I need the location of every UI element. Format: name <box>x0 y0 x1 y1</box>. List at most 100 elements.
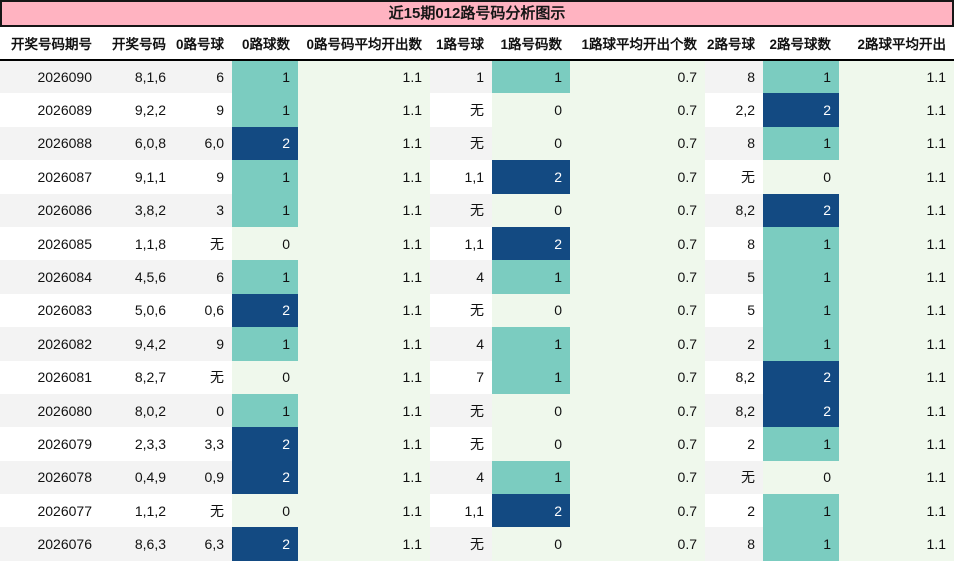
cell-draw-numbers: 5,0,6 <box>100 293 174 328</box>
cell-road0-average: 1.1 <box>298 393 430 428</box>
cell-draw-numbers: 3,8,2 <box>100 193 174 227</box>
cell-road2-count: 1 <box>763 427 839 461</box>
cell-road2-count: 2 <box>763 393 839 428</box>
cell-road2-balls: 5 <box>705 293 763 328</box>
cell-road2-balls: 8 <box>705 226 763 261</box>
cell-road0-count: 0 <box>232 494 298 528</box>
cell-road1-balls: 无 <box>430 527 492 561</box>
cell-road1-average: 0.7 <box>570 393 705 428</box>
cell-road2-count: 1 <box>763 327 839 361</box>
cell-road0-count: 1 <box>232 260 298 294</box>
cell-road2-balls: 8 <box>705 126 763 161</box>
cell-road0-average: 1.1 <box>298 193 430 227</box>
cell-road2-balls: 8 <box>705 60 763 94</box>
cell-road2-average: 1.1 <box>839 260 954 294</box>
cell-road1-count: 1 <box>492 460 570 495</box>
cell-road2-average: 1.1 <box>839 460 954 495</box>
column-header-period: 开奖号码期号 <box>0 27 100 61</box>
cell-road2-average: 1.1 <box>839 327 954 361</box>
cell-road2-count: 1 <box>763 293 839 328</box>
cell-road1-count: 1 <box>492 360 570 394</box>
cell-road1-average: 0.7 <box>570 360 705 394</box>
cell-road2-balls: 8,2 <box>705 393 763 428</box>
cell-road2-average: 1.1 <box>839 527 954 561</box>
cell-period: 2026081 <box>0 360 100 394</box>
cell-road0-average: 1.1 <box>298 60 430 94</box>
cell-road1-balls: 1,1 <box>430 226 492 261</box>
cell-period: 2026077 <box>0 494 100 528</box>
cell-road0-average: 1.1 <box>298 126 430 161</box>
cell-road2-average: 1.1 <box>839 293 954 328</box>
cell-road1-balls: 1 <box>430 60 492 94</box>
cell-road0-balls: 6 <box>174 260 232 294</box>
cell-road0-balls: 0 <box>174 393 232 428</box>
cell-road1-average: 0.7 <box>570 160 705 194</box>
column-header-road2-average: 2路球平均开出 <box>839 27 954 61</box>
cell-road0-balls: 9 <box>174 327 232 361</box>
cell-road1-balls: 4 <box>430 327 492 361</box>
cell-road2-balls: 2 <box>705 327 763 361</box>
cell-road0-count: 1 <box>232 193 298 227</box>
column-header-road1-balls: 1路号球 <box>430 27 492 61</box>
cell-road2-count: 0 <box>763 160 839 194</box>
cell-road2-average: 1.1 <box>839 193 954 227</box>
cell-road0-count: 1 <box>232 60 298 94</box>
cell-road0-average: 1.1 <box>298 527 430 561</box>
table-row: 2026078 0,4,9 0,9 2 1.1 4 1 0.7 无 0 1.1 <box>0 460 954 495</box>
cell-road2-average: 1.1 <box>839 393 954 428</box>
cell-road1-average: 0.7 <box>570 494 705 528</box>
cell-road1-count: 0 <box>492 126 570 161</box>
cell-road1-average: 0.7 <box>570 293 705 328</box>
cell-period: 2026083 <box>0 293 100 328</box>
cell-road2-average: 1.1 <box>839 126 954 161</box>
cell-road1-balls: 无 <box>430 393 492 428</box>
cell-road2-balls: 2 <box>705 494 763 528</box>
cell-road0-average: 1.1 <box>298 260 430 294</box>
cell-road1-balls: 7 <box>430 360 492 394</box>
cell-period: 2026088 <box>0 126 100 161</box>
cell-road2-count: 2 <box>763 193 839 227</box>
cell-road1-count: 2 <box>492 160 570 194</box>
table-row: 2026085 1,1,8 无 0 1.1 1,1 2 0.7 8 1 1.1 <box>0 226 954 261</box>
cell-period: 2026076 <box>0 527 100 561</box>
cell-road2-count: 2 <box>763 360 839 394</box>
cell-road1-average: 0.7 <box>570 527 705 561</box>
cell-road2-average: 1.1 <box>839 226 954 261</box>
cell-road2-count: 1 <box>763 494 839 528</box>
cell-road1-balls: 1,1 <box>430 160 492 194</box>
column-header-road2-balls: 2路号球 <box>705 27 763 61</box>
cell-road1-count: 0 <box>492 427 570 461</box>
cell-draw-numbers: 9,1,1 <box>100 160 174 194</box>
cell-road1-count: 2 <box>492 494 570 528</box>
cell-road0-count: 1 <box>232 327 298 361</box>
cell-road0-balls: 9 <box>174 160 232 194</box>
cell-road2-balls: 无 <box>705 460 763 495</box>
cell-draw-numbers: 0,4,9 <box>100 460 174 495</box>
cell-road0-balls: 无 <box>174 494 232 528</box>
cell-road0-balls: 6,3 <box>174 527 232 561</box>
cell-road2-average: 1.1 <box>839 360 954 394</box>
cell-road2-count: 1 <box>763 226 839 261</box>
cell-road0-average: 1.1 <box>298 427 430 461</box>
cell-road2-count: 1 <box>763 260 839 294</box>
cell-road1-average: 0.7 <box>570 327 705 361</box>
cell-road1-average: 0.7 <box>570 260 705 294</box>
table-row: 2026086 3,8,2 3 1 1.1 无 0 0.7 8,2 2 1.1 <box>0 193 954 227</box>
cell-draw-numbers: 9,2,2 <box>100 93 174 127</box>
cell-road1-balls: 无 <box>430 126 492 161</box>
cell-road0-count: 2 <box>232 427 298 461</box>
cell-period: 2026087 <box>0 160 100 194</box>
cell-road2-average: 1.1 <box>839 427 954 461</box>
cell-road1-count: 0 <box>492 93 570 127</box>
cell-road1-balls: 无 <box>430 293 492 328</box>
cell-road0-average: 1.1 <box>298 327 430 361</box>
cell-period: 2026082 <box>0 327 100 361</box>
cell-road1-balls: 4 <box>430 460 492 495</box>
cell-road0-balls: 无 <box>174 360 232 394</box>
cell-road2-average: 1.1 <box>839 60 954 94</box>
table-row: 2026088 6,0,8 6,0 2 1.1 无 0 0.7 8 1 1.1 <box>0 126 954 161</box>
cell-road1-balls: 4 <box>430 260 492 294</box>
page-title: 近15期012路号码分析图示 <box>0 0 954 27</box>
table-row: 2026083 5,0,6 0,6 2 1.1 无 0 0.7 5 1 1.1 <box>0 293 954 328</box>
column-header-draw-numbers: 开奖号码 <box>100 27 174 61</box>
